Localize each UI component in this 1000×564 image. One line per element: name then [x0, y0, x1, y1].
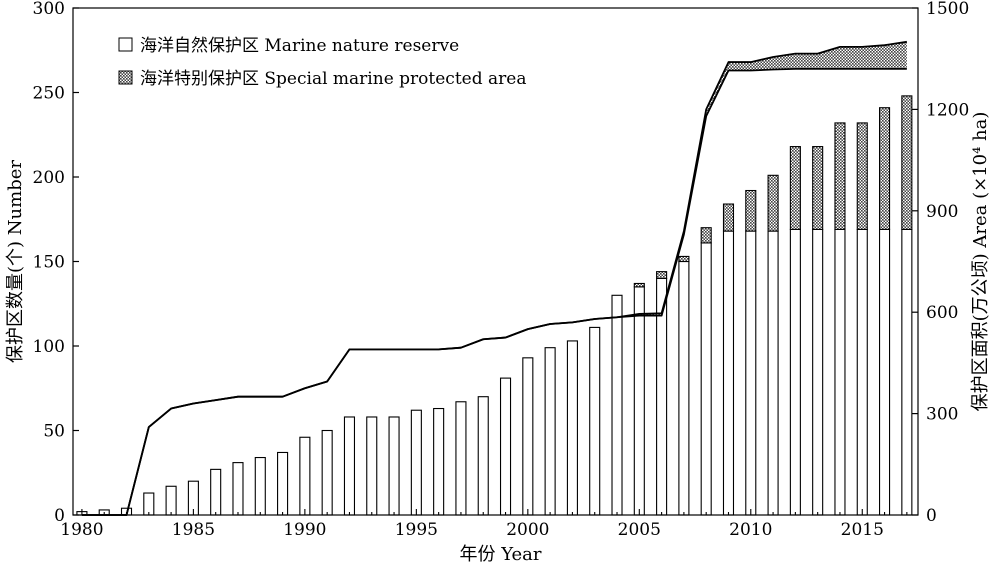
- bar-nature-reserve: [478, 397, 488, 515]
- bars-layer: [77, 96, 912, 515]
- bar-nature-reserve: [902, 229, 912, 515]
- bar-special-area: [813, 147, 823, 230]
- x-tick-label: 2010: [729, 520, 772, 540]
- bar-nature-reserve: [880, 229, 890, 515]
- bar-nature-reserve: [723, 231, 733, 515]
- bar-nature-reserve: [746, 231, 756, 515]
- x-tick-label: 1995: [395, 520, 438, 540]
- y-tick-label-right: 300: [926, 405, 958, 425]
- bar-nature-reserve: [211, 469, 221, 515]
- y-tick-label-right: 1200: [926, 100, 969, 120]
- bar-nature-reserve: [523, 358, 533, 515]
- area-line-total: [82, 42, 907, 515]
- bar-nature-reserve: [545, 348, 555, 515]
- area-line-nature-reserve: [82, 69, 907, 515]
- y-tick-label-right: 600: [926, 303, 958, 323]
- bar-nature-reserve: [835, 229, 845, 515]
- bar-nature-reserve: [567, 341, 577, 515]
- x-tick-label: 2005: [618, 520, 661, 540]
- chart: 0501001502002503000300600900120015001980…: [0, 0, 1000, 564]
- bar-nature-reserve: [790, 229, 800, 515]
- x-tick-label: 1985: [172, 520, 215, 540]
- area-lines-layer: [82, 42, 907, 515]
- bar-nature-reserve: [857, 229, 867, 515]
- bar-special-area: [835, 123, 845, 229]
- bar-special-area: [723, 204, 733, 231]
- bar-nature-reserve: [590, 327, 600, 515]
- bar-nature-reserve: [166, 486, 176, 515]
- bar-nature-reserve: [679, 262, 689, 516]
- bar-nature-reserve: [367, 417, 377, 515]
- y-tick-label-left: 200: [33, 168, 65, 188]
- bar-nature-reserve: [344, 417, 354, 515]
- y-tick-label-left: 50: [43, 422, 65, 442]
- legend-swatch-special-area: [119, 71, 132, 84]
- y-axis-title-right: 保护区面积(万公顷) Area (×10⁴ ha): [970, 112, 991, 412]
- x-axis-title: 年份 Year: [459, 544, 541, 564]
- y-tick-label-right: 1500: [926, 0, 969, 19]
- bar-special-area: [746, 191, 756, 232]
- bar-special-area: [857, 123, 867, 229]
- bar-nature-reserve: [411, 410, 421, 515]
- y-tick-label-left: 100: [33, 337, 65, 357]
- bar-nature-reserve: [768, 231, 778, 515]
- bar-special-area: [634, 283, 644, 286]
- bar-nature-reserve: [389, 417, 399, 515]
- bar-special-area: [768, 175, 778, 231]
- legend: 海洋自然保护区 Marine nature reserve 海洋特别保护区 Sp…: [119, 36, 526, 89]
- bar-nature-reserve: [300, 437, 310, 515]
- bar-nature-reserve: [144, 493, 154, 515]
- bar-special-area: [790, 147, 800, 230]
- x-tick-label: 2015: [841, 520, 884, 540]
- bar-nature-reserve: [322, 431, 332, 516]
- bar-nature-reserve: [255, 458, 265, 515]
- bar-nature-reserve: [278, 452, 288, 515]
- bar-nature-reserve: [612, 295, 622, 515]
- x-tick-label: 1990: [283, 520, 326, 540]
- y-tick-label-left: 300: [33, 0, 65, 19]
- legend-swatch-nature-reserve: [119, 38, 132, 51]
- legend-label-nature-reserve: 海洋自然保护区 Marine nature reserve: [140, 36, 459, 56]
- legend-label-special-area: 海洋特别保护区 Special marine protected area: [140, 69, 526, 89]
- bar-special-area: [657, 272, 667, 279]
- bar-special-area: [701, 228, 711, 243]
- bar-special-area: [902, 96, 912, 230]
- bar-special-area: [880, 108, 890, 230]
- bar-nature-reserve: [701, 243, 711, 515]
- bar-nature-reserve: [233, 463, 243, 515]
- y-tick-label-left: 150: [33, 253, 65, 273]
- bar-nature-reserve: [456, 402, 466, 515]
- x-tick-label: 2000: [506, 520, 549, 540]
- y-tick-label-left: 250: [33, 84, 65, 104]
- bar-nature-reserve: [501, 378, 511, 515]
- bar-nature-reserve: [813, 229, 823, 515]
- bar-special-area: [679, 256, 689, 261]
- bar-nature-reserve: [634, 287, 644, 515]
- area-band-special: [82, 42, 907, 515]
- x-tick-label: 1980: [60, 520, 103, 540]
- y-tick-label-right: 0: [926, 506, 937, 526]
- y-axis-title-left: 保护区数量(个) Number: [5, 160, 26, 363]
- bar-nature-reserve: [434, 409, 444, 515]
- y-tick-label-right: 900: [926, 202, 958, 222]
